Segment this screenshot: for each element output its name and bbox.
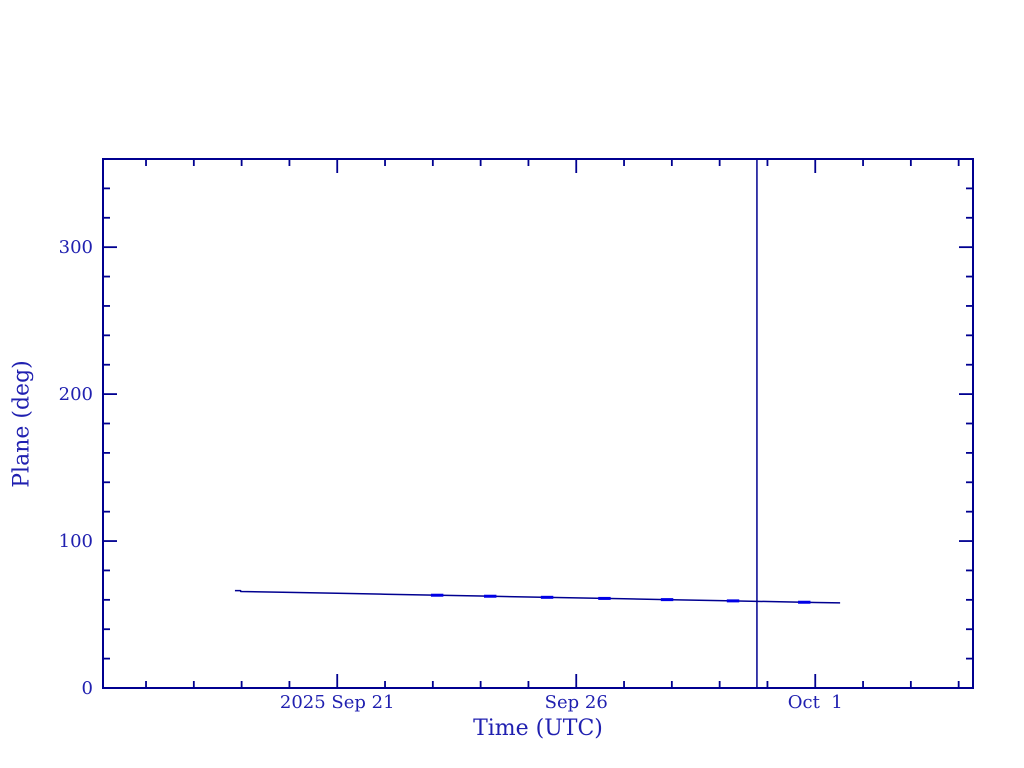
y-tick-label: 100 — [59, 531, 93, 552]
y-tick-label: 0 — [82, 678, 93, 699]
y-axis-title: Plane (deg) — [9, 360, 35, 488]
x-tick-label: Sep 26 — [545, 692, 608, 713]
x-axis-title: Time (UTC) — [473, 716, 603, 741]
x-tick-label: 2025 Sep 21 — [280, 692, 395, 713]
y-tick-label: 300 — [59, 237, 93, 258]
x-tick-label: Oct 1 — [788, 692, 843, 713]
y-tick-label: 200 — [59, 384, 93, 405]
plot-frame — [102, 158, 974, 689]
data-line — [234, 589, 841, 604]
